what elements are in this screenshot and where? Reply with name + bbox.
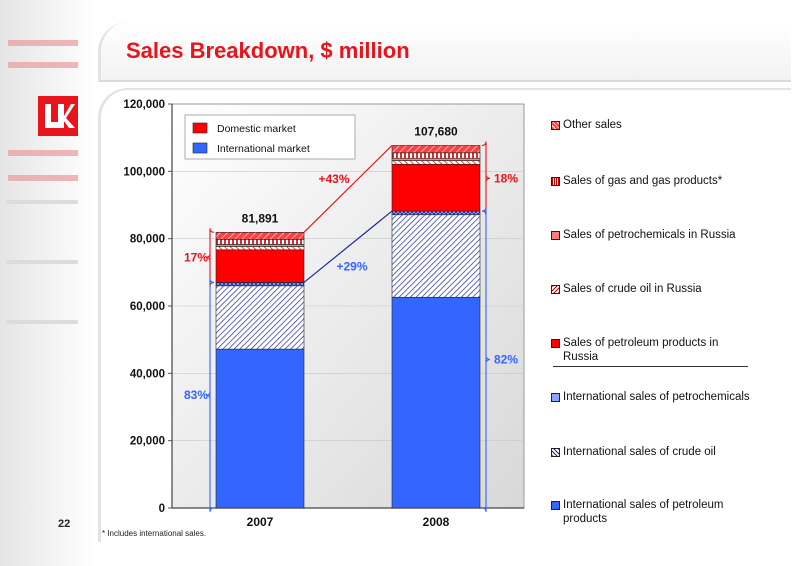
footnote: * Includes international sales. bbox=[102, 529, 207, 538]
bar-segment bbox=[215, 244, 305, 247]
content-frame bbox=[98, 88, 791, 542]
bar-total-label: 107,680 bbox=[414, 124, 458, 138]
international-share-2007: 83% bbox=[184, 388, 208, 402]
bar-segment bbox=[215, 249, 305, 283]
inset-legend-label: Domestic market bbox=[217, 123, 296, 135]
x-tick-label: 2007 bbox=[247, 515, 274, 529]
brace-international-2008 bbox=[481, 207, 491, 513]
international-growth-line bbox=[303, 210, 393, 283]
y-tick-label: 100,000 bbox=[123, 166, 165, 178]
bar-segment bbox=[391, 145, 481, 154]
bar-segment bbox=[391, 296, 481, 509]
bar-segment bbox=[391, 152, 481, 159]
title-bar bbox=[98, 22, 791, 82]
domestic-share-2008: 18% bbox=[494, 171, 518, 185]
inset-legend bbox=[184, 114, 356, 160]
y-tick-label: 80,000 bbox=[130, 234, 165, 246]
bar-total-label: 81,891 bbox=[242, 211, 279, 225]
bar-segment bbox=[215, 348, 305, 509]
page-number: 22 bbox=[58, 518, 71, 530]
international-growth-label: +29% bbox=[336, 260, 367, 274]
y-tick-label: 60,000 bbox=[130, 301, 165, 313]
bar-segment bbox=[391, 210, 481, 216]
brace-international-2007 bbox=[205, 278, 215, 513]
bar-segment bbox=[391, 160, 481, 165]
left-decoration bbox=[0, 0, 95, 566]
bar-segment bbox=[215, 282, 305, 287]
bar-segment bbox=[391, 163, 481, 212]
y-tick-label: 0 bbox=[159, 503, 165, 515]
inset-legend-swatch bbox=[192, 122, 208, 134]
lukoil-logo bbox=[38, 96, 78, 136]
x-tick-label: 2008 bbox=[423, 515, 450, 529]
bar-segment bbox=[215, 285, 305, 350]
bar-segment bbox=[215, 232, 305, 240]
bar-segment bbox=[391, 157, 481, 161]
page-title: Sales Breakdown, $ million bbox=[126, 38, 410, 63]
domestic-growth-line bbox=[303, 145, 393, 233]
bar-segment bbox=[391, 214, 481, 298]
y-tick-label: 20,000 bbox=[130, 436, 165, 448]
y-tick-label: 40,000 bbox=[130, 368, 165, 380]
bar-segment bbox=[215, 239, 305, 245]
inset-legend-swatch bbox=[192, 142, 208, 154]
y-tick-label: 120,000 bbox=[123, 99, 165, 111]
domestic-share-2007: 17% bbox=[184, 250, 208, 264]
international-share-2008: 82% bbox=[494, 353, 518, 367]
domestic-growth-label: +43% bbox=[318, 172, 349, 186]
bar-segment bbox=[215, 246, 305, 251]
inset-legend-label: International market bbox=[217, 143, 310, 155]
